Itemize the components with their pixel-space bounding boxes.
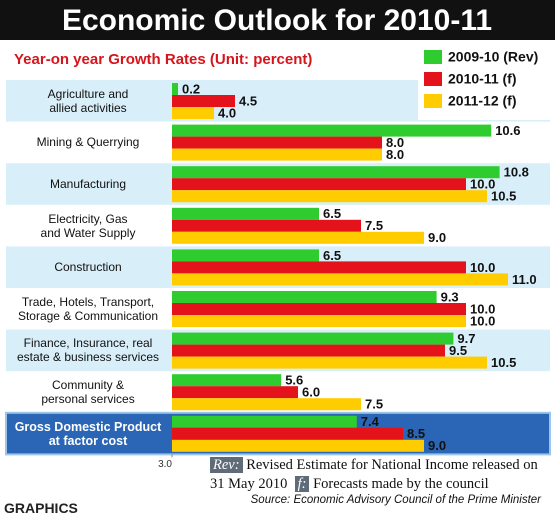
value-label: 10.0 <box>470 177 495 192</box>
legend-label: 2011-12 (f) <box>448 93 516 109</box>
value-label: 10.8 <box>504 165 529 180</box>
value-label: 8.0 <box>386 147 404 162</box>
value-label: 9.0 <box>428 438 446 453</box>
value-label: 11.0 <box>512 272 537 287</box>
category-label: Gross Domestic Product at factor cost <box>14 419 162 448</box>
bar <box>172 273 508 286</box>
category-label: Agriculture and allied activities <box>47 86 129 115</box>
chart-subtitle: Year-on year Growth Rates (Unit: percent… <box>14 51 312 68</box>
bar <box>172 107 214 119</box>
value-label: 0.2 <box>182 81 200 96</box>
bar <box>172 207 319 220</box>
bar <box>172 231 424 244</box>
legend-label: 2009-10 (Rev) <box>448 49 538 65</box>
value-label: 10.6 <box>495 123 520 138</box>
credit: GRAPHICS <box>4 500 78 516</box>
value-label: 4.5 <box>239 93 257 108</box>
value-label: 7.5 <box>365 397 383 412</box>
bar <box>172 190 487 203</box>
category-label: Mining & Querrying <box>36 135 140 150</box>
value-label: 10.5 <box>491 189 516 204</box>
x-tick-label: 3.0 <box>158 459 172 470</box>
bar <box>172 398 361 411</box>
bar <box>172 95 235 107</box>
chart-title: Economic Outlook for 2010-11 <box>62 4 492 37</box>
value-label: 8.0 <box>386 135 404 150</box>
category-label: Community & personal services <box>41 377 135 406</box>
value-label: 9.3 <box>441 289 459 304</box>
category-label: Electricity, Gas and Water Supply <box>40 211 136 240</box>
note-text: Revised Estimate for National Income rel… <box>210 457 538 492</box>
value-label: 9.7 <box>457 331 475 346</box>
source: Source: Economic Advisory Council of the… <box>250 494 541 506</box>
note-key: Rev: <box>210 457 243 473</box>
bar <box>172 439 424 452</box>
value-label: 5.6 <box>285 373 303 388</box>
bar <box>172 148 382 161</box>
note-key: f: <box>294 476 310 492</box>
value-label: 9.0 <box>428 230 446 245</box>
bar <box>172 249 319 262</box>
bar <box>172 261 466 274</box>
bar <box>172 136 382 149</box>
value-label: 4.0 <box>218 105 236 120</box>
legend: 2009-10 (Rev) 2010-11 (f) 2011-12 (f) <box>418 44 555 120</box>
bar <box>172 303 466 315</box>
bar <box>172 415 357 428</box>
bar <box>172 356 487 369</box>
value-label: 10.0 <box>470 313 495 328</box>
category-label: Finance, Insurance, real estate & busine… <box>16 336 160 365</box>
category-label: Construction <box>54 260 122 275</box>
value-label: 9.5 <box>449 343 467 358</box>
value-label: 6.0 <box>302 385 320 400</box>
bar <box>172 124 492 137</box>
bar <box>172 315 466 327</box>
category-label: Manufacturing <box>49 176 127 191</box>
value-label: 10.0 <box>470 260 495 275</box>
value-label: 7.4 <box>361 414 380 429</box>
bar <box>172 291 437 303</box>
bar <box>172 332 454 345</box>
value-label: 10.5 <box>491 355 516 370</box>
legend-swatch <box>424 72 442 86</box>
legend-label: 2010-11 (f) <box>448 71 516 87</box>
category-label: Trade, Hotels, Transport, Storage & Comm… <box>17 294 159 323</box>
bar <box>172 374 282 387</box>
bar <box>172 83 178 95</box>
bar <box>172 178 466 191</box>
value-label: 6.5 <box>323 206 341 221</box>
notes: Rev: Revised Estimate for National Incom… <box>210 456 555 494</box>
value-label: 7.5 <box>365 218 383 233</box>
title-banner <box>0 0 555 40</box>
bar <box>172 386 298 399</box>
note-text: Forecasts made by the council <box>313 476 489 492</box>
legend-swatch <box>424 50 442 64</box>
bar <box>172 219 361 232</box>
value-label: 8.5 <box>407 426 425 441</box>
bar <box>172 427 403 440</box>
legend-swatch <box>424 94 442 108</box>
bar <box>172 344 445 357</box>
bar <box>172 166 500 179</box>
marks: 0.2 10.6 10.8 6.5 6.5 9.3 9.7 5.6 7.4 4.5 8.0 10.0 7… <box>158 81 537 470</box>
value-label: 10.0 <box>470 301 495 316</box>
value-label: 6.5 <box>323 248 341 263</box>
